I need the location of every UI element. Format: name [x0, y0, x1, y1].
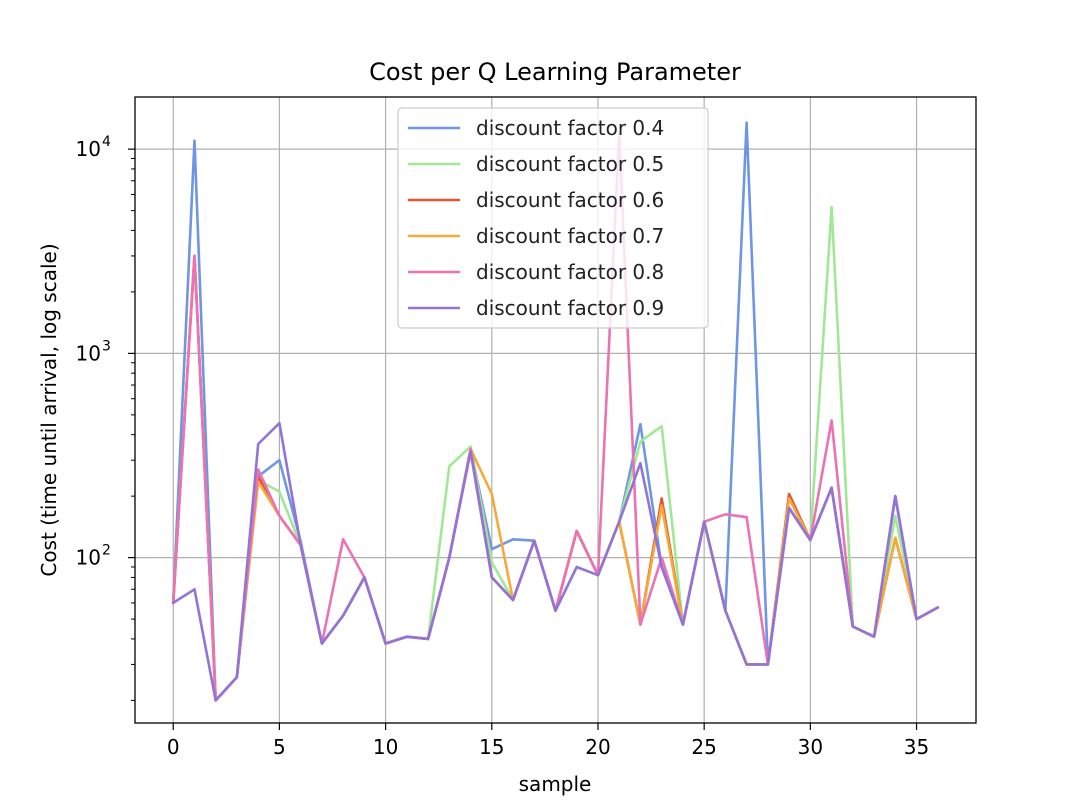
x-tick-label: 5	[273, 735, 286, 759]
y-tick-exponent: 2	[102, 543, 111, 559]
y-tick-label: 10	[76, 137, 101, 161]
x-tick-label: 20	[585, 735, 610, 759]
legend-box	[397, 107, 709, 329]
y-tick-label: 10	[76, 546, 101, 570]
legend-label-4: discount factor 0.7	[476, 224, 664, 248]
series-lines	[171, 121, 940, 702]
legend-label-1: discount factor 0.4	[476, 116, 664, 140]
y-tick-exponent: 3	[102, 338, 111, 354]
legend-label-2: discount factor 0.5	[476, 152, 664, 176]
plot-area-frame	[134, 96, 977, 724]
x-tick-label: 0	[167, 735, 180, 759]
legend-label-5: discount factor 0.8	[476, 260, 664, 284]
chart-title: Cost per Q Learning Parameter	[369, 58, 741, 86]
y-tick-exponent: 4	[102, 134, 111, 150]
x-axis-label: sample	[519, 772, 592, 796]
y-axis-label: Cost (time until arrival, log scale)	[37, 243, 61, 576]
x-tick-label: 10	[373, 735, 398, 759]
x-tick-label: 30	[798, 735, 823, 759]
y-tick-label: 10	[76, 341, 101, 365]
legend-label-3: discount factor 0.6	[476, 188, 664, 212]
series-line-6	[171, 421, 940, 702]
x-tick-label: 15	[479, 735, 504, 759]
x-tick-label: 25	[691, 735, 716, 759]
x-tick-label: 35	[904, 735, 929, 759]
legend: discount factor 0.4 discount factor 0.5 di…	[397, 107, 709, 329]
legend-label-6: discount factor 0.9	[476, 296, 664, 320]
